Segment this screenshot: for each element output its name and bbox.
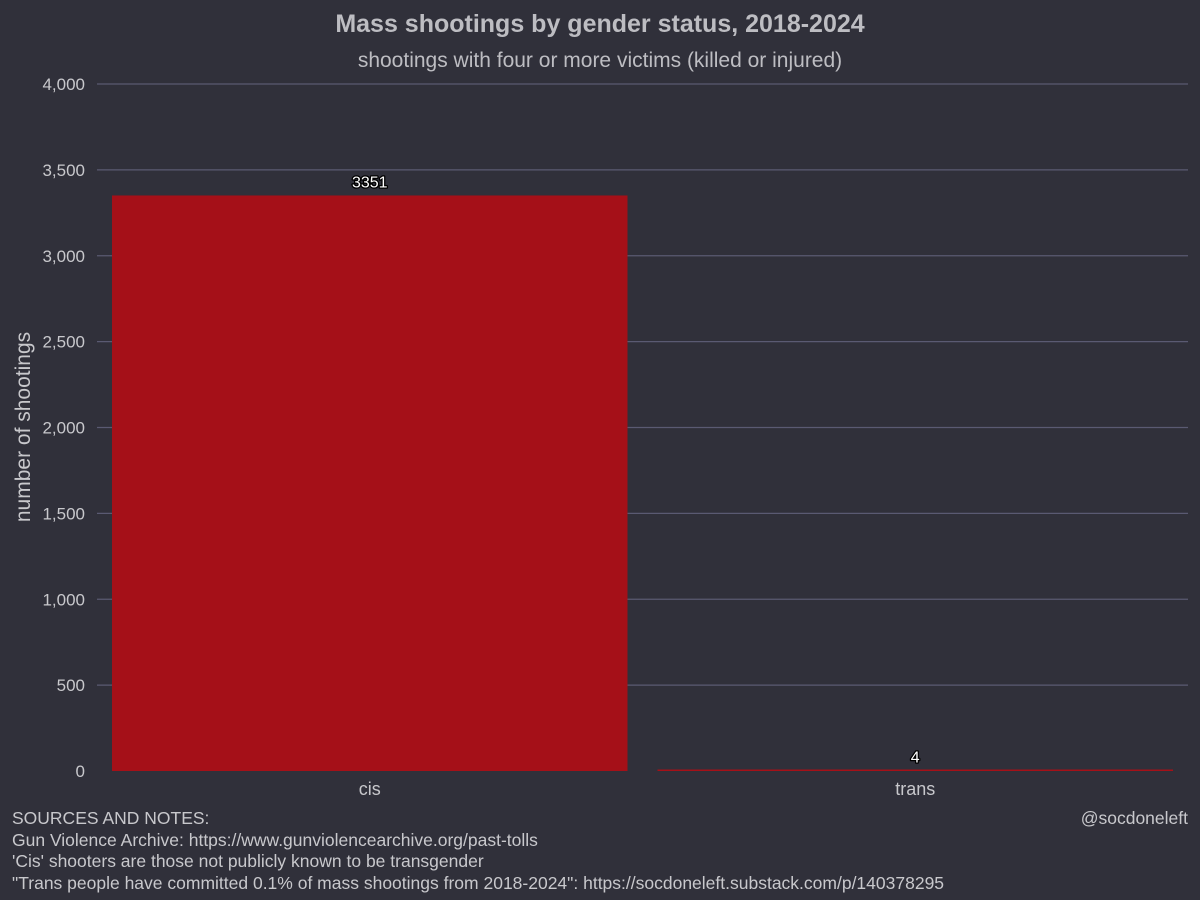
notes-line-definition: 'Cis' shooters are those not publicly kn…	[12, 851, 484, 871]
y-axis-label: number of shootings	[12, 332, 35, 522]
credit-handle: @socdoneleft	[1080, 808, 1188, 828]
data-label-cis: 3351	[352, 174, 388, 191]
y-tick-label: 1,500	[42, 504, 85, 523]
x-tick-label-cis: cis	[359, 779, 381, 799]
data-label-trans: 4	[911, 749, 920, 766]
chart-subtitle: shootings with four or more victims (kil…	[358, 49, 842, 72]
bar-cis	[112, 195, 628, 771]
y-tick-label: 4,000	[42, 75, 85, 94]
bar-trans	[657, 769, 1173, 771]
y-tick-label: 0	[76, 762, 85, 781]
y-tick-label: 2,500	[42, 333, 85, 352]
notes-heading: SOURCES AND NOTES:	[12, 808, 210, 828]
x-axis-ticks: cis trans	[359, 779, 936, 799]
data-labels: 3351 4	[351, 173, 921, 767]
y-tick-label: 500	[57, 676, 85, 695]
notes-line-article: "Trans people have committed 0.1% of mas…	[12, 872, 945, 893]
y-tick-label: 3,500	[42, 161, 85, 180]
y-axis-ticks: 0 500 1,000 1,500 2,000 2,500 3,000 3,500 4,000	[42, 75, 85, 781]
notes-line-source: Gun Violence Archive: https://www.gunvio…	[12, 829, 538, 850]
y-tick-label: 1,000	[42, 590, 85, 609]
x-tick-label-trans: trans	[895, 779, 935, 799]
bars	[112, 195, 1173, 771]
chart-title: Mass shootings by gender status, 2018-20…	[335, 10, 864, 38]
sources-notes: SOURCES AND NOTES: Gun Violence Archive:…	[12, 808, 944, 894]
y-tick-label: 2,000	[42, 419, 85, 438]
y-tick-label: 3,000	[42, 247, 85, 266]
